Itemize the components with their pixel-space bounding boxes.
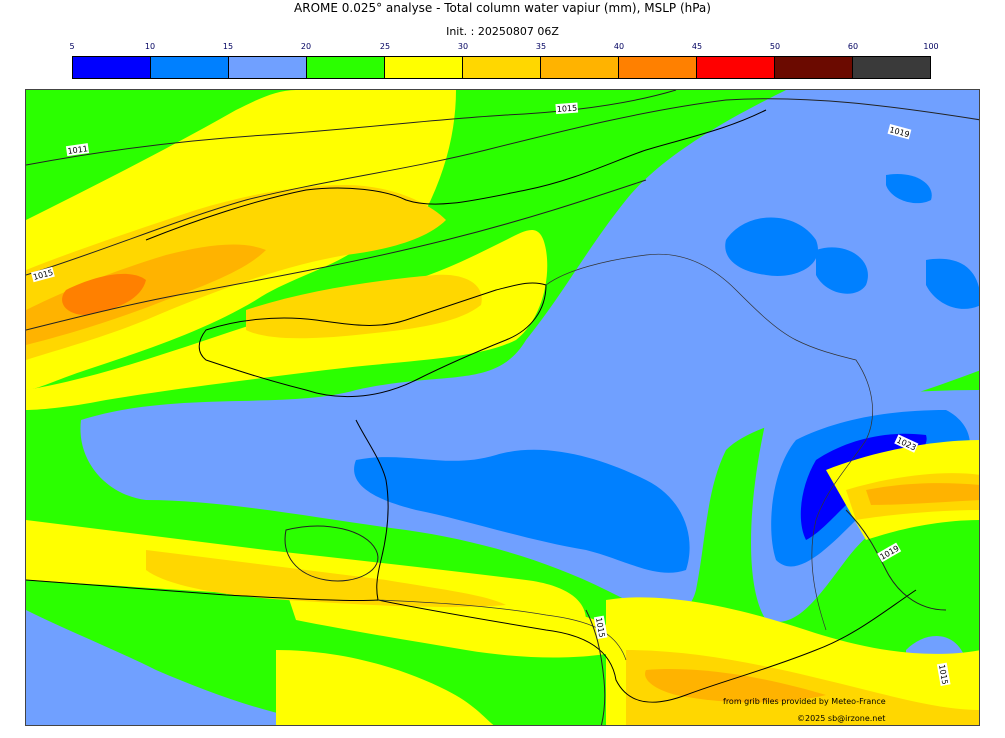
tcwv-10-15-area [816, 247, 868, 294]
coastline [355, 419, 389, 601]
coastline [198, 282, 547, 397]
colorbar-tick: 15 [222, 42, 234, 51]
colorbar-swatch [385, 57, 463, 78]
colorbar-tick: 45 [691, 42, 703, 51]
map-title: AROME 0.025° analyse - Total column wate… [294, 1, 711, 15]
colorbar-swatch [775, 57, 853, 78]
tcwv-10-15-area [886, 174, 932, 204]
colorbar-swatch [463, 57, 541, 78]
colorbar-tick: 50 [769, 42, 781, 51]
isobar-line [845, 509, 947, 611]
tcwv-10-15-area [354, 449, 690, 573]
tcwv-35-40-area [26, 244, 266, 345]
colorbar-tick: 30 [457, 42, 469, 51]
isobar-line [26, 179, 647, 331]
weather-map[interactable]: 1011 1015 1015 1019 1023 1019 [25, 89, 980, 726]
isobar-line [26, 98, 979, 276]
isobar-label: 1015 [557, 104, 578, 114]
data-credit: from grib files provided by Meteo-France [723, 697, 886, 706]
colorbar-swatch [697, 57, 775, 78]
tcwv-30-35-area [26, 185, 446, 360]
tcwv-10-15-area [926, 258, 979, 309]
isobar-labels: 1011 1015 1015 1019 1023 1019 [30, 102, 951, 687]
colorbar-tick: 40 [613, 42, 625, 51]
colorbar-tick: 5 [69, 42, 75, 51]
colorbar-swatch [307, 57, 385, 78]
tcwv-35-40-area [866, 483, 979, 505]
init-time: Init. : 20250807 06Z [446, 25, 559, 38]
isobar-line [26, 90, 677, 166]
colorbar-swatch [619, 57, 697, 78]
tcwv-25-30-area [276, 650, 494, 725]
colorbar-swatch [73, 57, 151, 78]
country-border [545, 253, 873, 631]
coastline [26, 579, 917, 703]
colorbar-tick: 10 [144, 42, 156, 51]
isobar-line [585, 609, 606, 725]
colorbar-swatch [151, 57, 229, 78]
isobar-label: 1015 [594, 617, 606, 639]
colorbar-swatch [853, 57, 930, 78]
isobar-label: 1015 [937, 664, 949, 686]
colorbar-swatch [541, 57, 619, 78]
colorbar-tick: 60 [847, 42, 859, 51]
colorbar-tick: 20 [300, 42, 312, 51]
isobar-line [284, 525, 379, 582]
tcwv-30-35-area [626, 650, 979, 725]
coastline [145, 109, 767, 241]
country-border [377, 599, 627, 661]
tcwv-30-35-area [246, 274, 482, 339]
map-canvas: 1011 1015 1015 1019 1023 1019 [26, 90, 979, 725]
tcwv-30-35-area [146, 550, 506, 608]
tcwv-25-30-area [286, 590, 626, 658]
tcwv-15-20-area [26, 610, 340, 725]
colorbar-tick: 35 [535, 42, 547, 51]
colorbar-tick: 25 [379, 42, 391, 51]
tcwv-10-15-area [725, 217, 818, 276]
tcwv-35-40-area [645, 669, 826, 703]
colorbar [72, 56, 931, 79]
copyright: ©2025 sb@irzone.net [797, 714, 886, 723]
colorbar-swatch [229, 57, 307, 78]
colorbar-tick: 100 [923, 42, 939, 51]
isobar-label: 1011 [67, 144, 88, 156]
tcwv-40-45-area [62, 273, 146, 315]
